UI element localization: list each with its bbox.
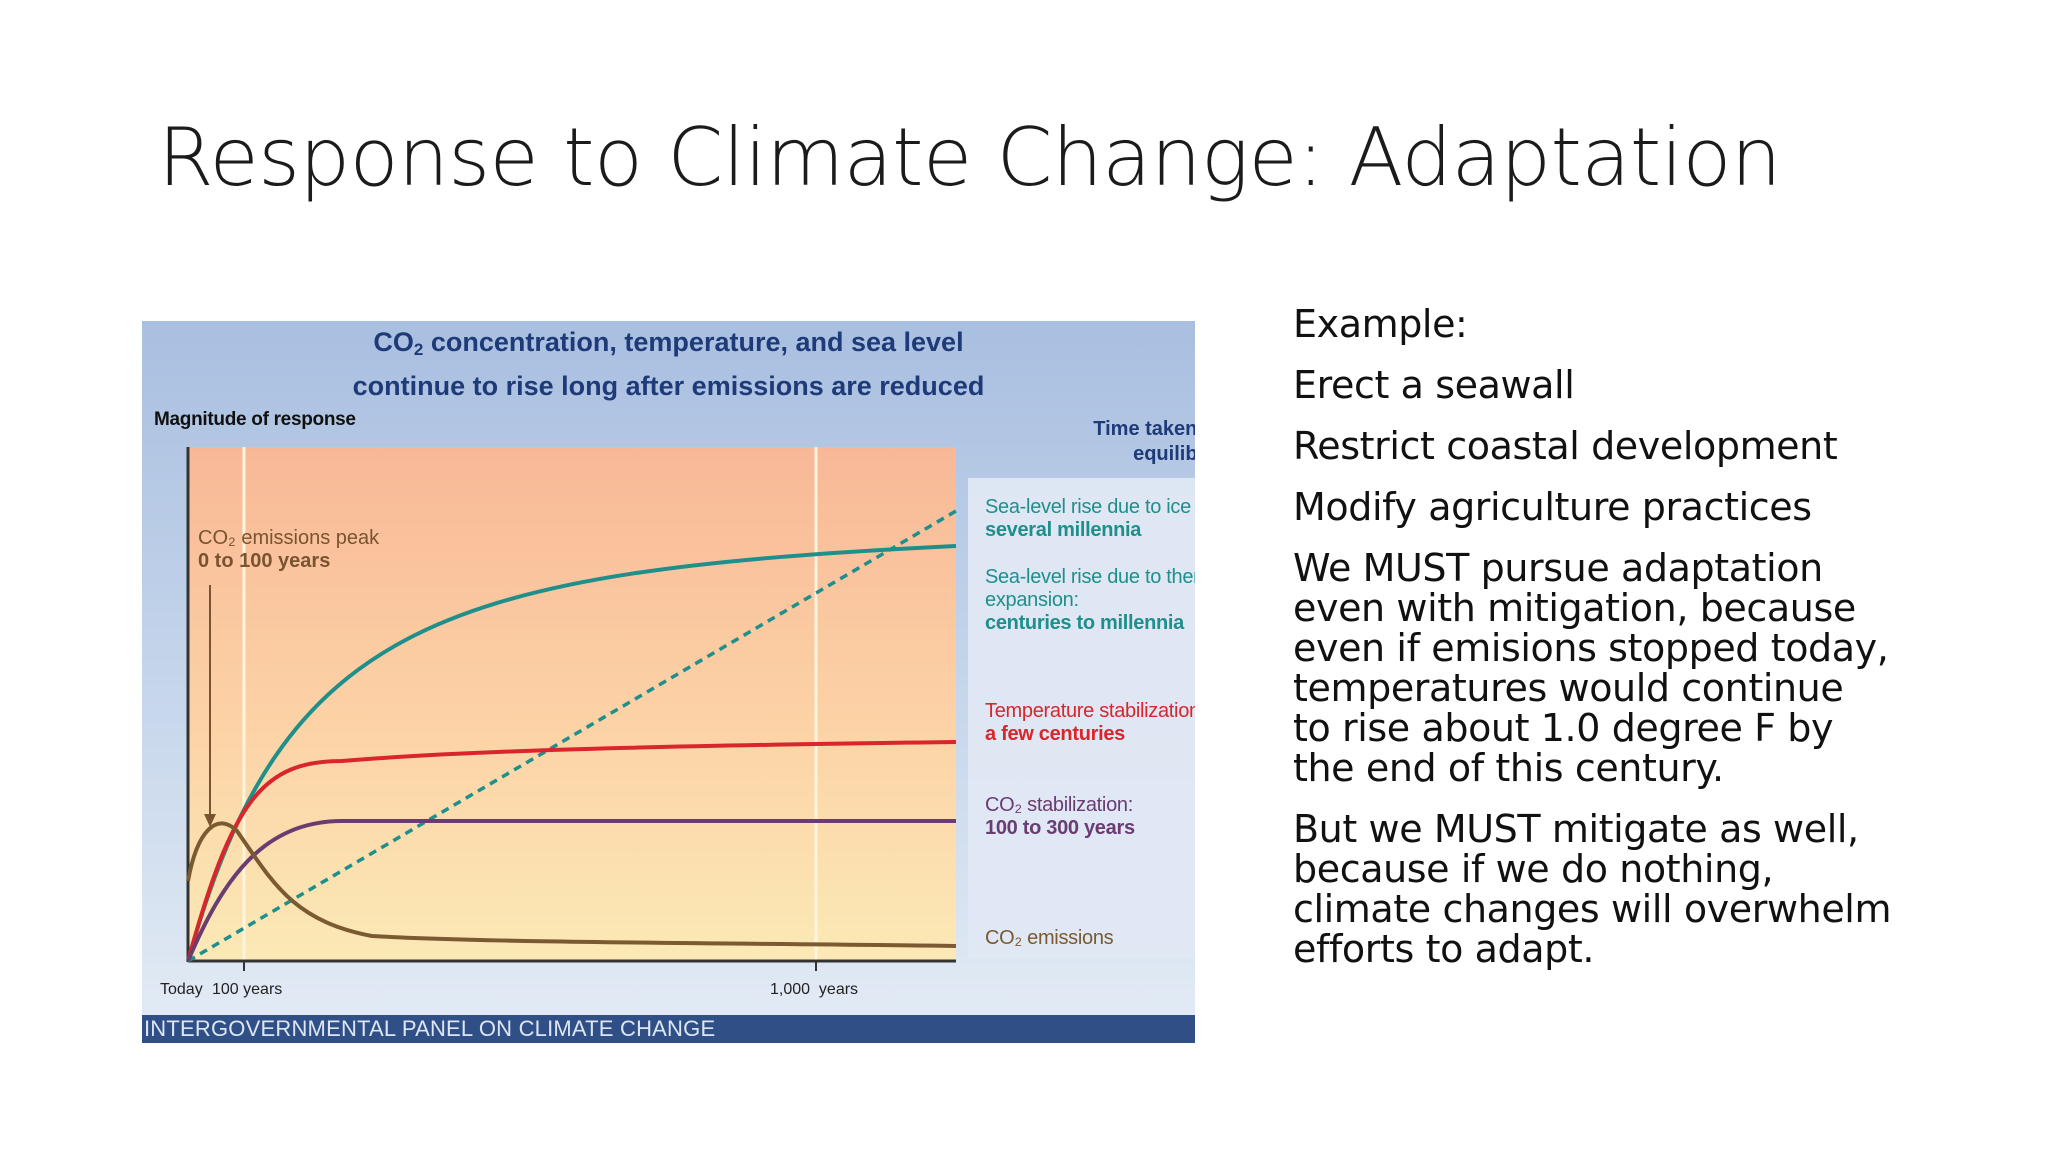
side-panel [968, 478, 1195, 958]
tick-label-1000-years: 1,000 years [770, 981, 859, 998]
peak-label: CO₂ emissions peak 0 to 100 years [198, 527, 379, 573]
label-sea-thermal-line2: expansion: [985, 589, 1079, 611]
label-temp-line1: Temperature stabilization: [985, 700, 1195, 722]
figure-title-co: CO [373, 327, 414, 357]
para2-line1: But we MUST mitigate as well, [1293, 807, 1859, 851]
figure-title-sub: 2 [413, 340, 424, 359]
notes-column: Example: Erect a seawall Restrict coasta… [1293, 304, 1973, 969]
para1-line6: the end of this century. [1293, 746, 1724, 790]
example-heading: Example: [1293, 302, 1468, 346]
label-sea-thermal-line3: centuries to millennia [985, 612, 1195, 635]
peak-arrow-head [204, 814, 216, 827]
label-sea-thermal-line3-text: centuries to millennia [985, 612, 1185, 634]
label-co2stab-line1: CO₂ stabilization: [985, 794, 1133, 816]
sea-level-ice-curve [187, 509, 957, 963]
time-header-line2: equilibrium [1133, 443, 1195, 465]
figure-title-rest: concentration, temperature, and sea leve… [423, 327, 964, 357]
para1-line2: even with mitigation, because [1293, 586, 1856, 630]
para2-line2: because if we do nothing, [1293, 847, 1774, 891]
label-temperature: Temperature stabilization: a few centuri… [985, 700, 1195, 746]
label-co2stab-line2-text: 100 to 300 years [985, 817, 1135, 839]
sea-level-thermal-curve [186, 544, 957, 962]
time-header-line1: Time taken to reach [1093, 418, 1195, 440]
label-co2-stabilization: CO₂ stabilization: 100 to 300 years [985, 794, 1135, 840]
para1-line3: even if emisions stopped today, [1293, 626, 1889, 670]
ipcc-figure: CO2 concentration, temperature, and sea … [142, 321, 1195, 1043]
label-co2-emissions: CO₂ emissions [985, 927, 1114, 949]
para2-line3: climate changes will overwhelm [1293, 887, 1892, 931]
para1-line4: temperatures would continue [1293, 666, 1844, 710]
peak-label-line2-text: 0 to 100 years [198, 550, 331, 572]
label-sea-thermal-line1: Sea-level rise due to thermal [985, 566, 1195, 588]
time-header: Time taken to reach equilibrium [1012, 417, 1195, 467]
note-item-agriculture: Modify agriculture practices [1293, 485, 1812, 529]
note-item-coastal: Restrict coastal development [1293, 424, 1838, 468]
para1-line1: We MUST pursue adaptation [1293, 546, 1823, 590]
mitigation-paragraph: But we MUST mitigate as well, because if… [1293, 809, 1973, 969]
temperature-curve [186, 740, 957, 962]
peak-label-line2: 0 to 100 years [198, 550, 379, 573]
label-temp-line2: a few centuries [985, 723, 1195, 746]
response-curves [186, 447, 957, 971]
adaptation-paragraph: We MUST pursue adaptation even with miti… [1293, 548, 1973, 788]
tick-label-today: Today [160, 981, 203, 998]
co2-emissions-curve [186, 821, 957, 948]
label-sea-level-thermal: Sea-level rise due to thermal expansion:… [985, 566, 1195, 635]
label-sea-ice-line1: Sea-level rise due to ice melting: [985, 496, 1195, 518]
label-sea-ice-line2-text: several millennia [985, 519, 1142, 541]
peak-label-line1: CO₂ emissions peak [198, 527, 380, 549]
note-item-seawall: Erect a seawall [1293, 363, 1575, 407]
label-temp-line2-text: a few centuries [985, 723, 1126, 745]
figure-title: CO2 concentration, temperature, and sea … [142, 324, 1195, 404]
para2-line4: efforts to adapt. [1293, 927, 1595, 971]
tick-label-100-years: 100 years [212, 981, 283, 998]
label-sea-level-ice: Sea-level rise due to ice melting: sever… [985, 496, 1195, 542]
y-axis-label: Magnitude of response [154, 409, 356, 430]
slide-title: Response to Climate Change: Adaptation [158, 111, 1782, 204]
label-sea-ice-line2: several millennia [985, 519, 1195, 542]
label-co2stab-line2: 100 to 300 years [985, 817, 1135, 840]
figure-title-line2: continue to rise long after emissions ar… [352, 371, 985, 401]
para1-line5: to rise about 1.0 degree F by [1293, 706, 1834, 750]
figure-footer: INTERGOVERNMENTAL PANEL ON CLIMATE CHANG… [142, 1015, 1195, 1043]
